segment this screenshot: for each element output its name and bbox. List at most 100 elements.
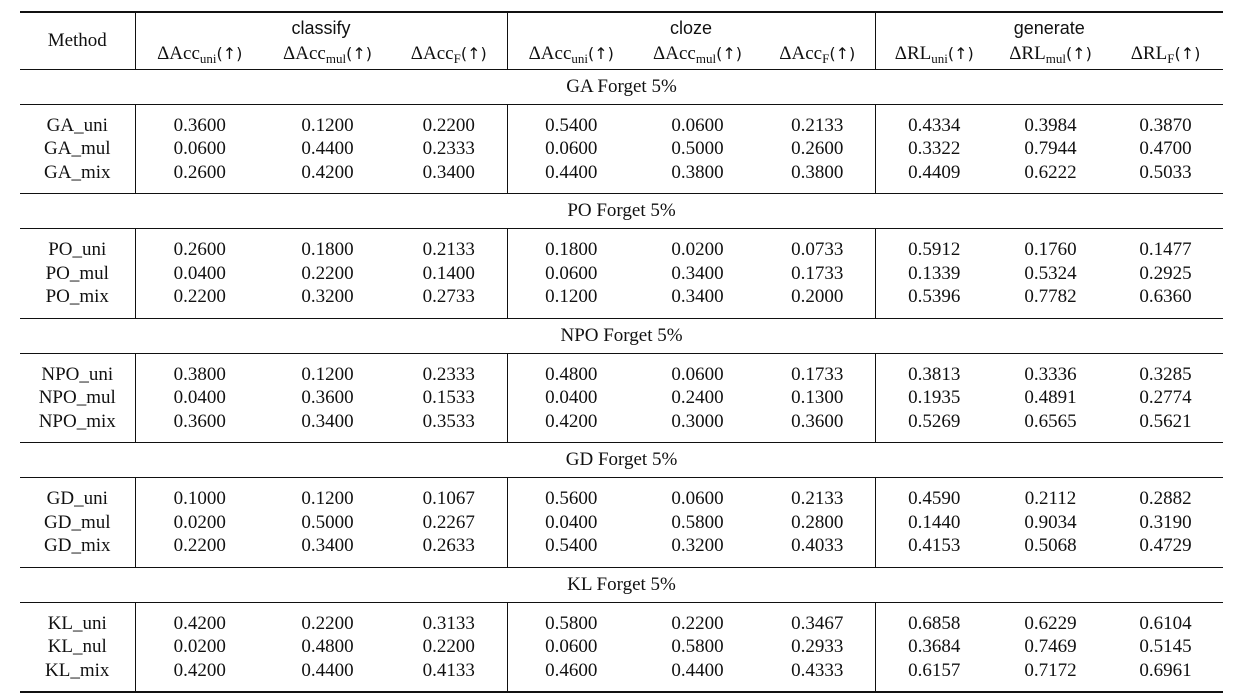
spacer-cell: [993, 229, 1108, 239]
value-cell: 0.6157: [908, 659, 961, 681]
spacer-cell: [1108, 602, 1223, 612]
spacer-cell: [760, 353, 876, 363]
value-cell: 0.1067: [391, 487, 508, 511]
method-cell: GA_mix: [20, 160, 136, 184]
metric-subscript: mul: [1045, 50, 1066, 66]
value-cell: 0.1533: [391, 386, 508, 410]
value-cell: 0.6360: [1139, 286, 1192, 308]
value-cell: 0.4800: [301, 636, 354, 658]
spacer-cell: [264, 309, 391, 319]
value-cell: 0.2200: [173, 286, 226, 308]
spacer-cell: [993, 104, 1108, 114]
section-title: KL Forget 5%: [567, 573, 676, 595]
metric-subscript: uni: [931, 50, 948, 66]
value-cell: 0.4153: [908, 535, 961, 557]
value-cell: 0.5400: [545, 535, 598, 557]
value-cell: 0.4033: [760, 534, 876, 558]
value-cell: 0.3800: [760, 160, 876, 184]
value-cell: 0.3684: [908, 636, 961, 658]
spacer-cell: [635, 558, 760, 568]
value-cell: 0.3984: [1024, 114, 1077, 136]
value-cell: 0.5068: [1024, 535, 1077, 557]
method-cell: PO_uni: [20, 238, 136, 262]
value-cell: 0.2112: [1024, 488, 1077, 510]
method-cell: KL_uni: [20, 611, 136, 635]
spacer-cell: [20, 557, 136, 567]
method-cell: KL_mix: [20, 658, 136, 682]
method-cell: GD_mul: [20, 510, 136, 534]
metric-header-5: ΔAccF(↑): [760, 39, 876, 69]
value-cell: 0.6222: [1024, 161, 1077, 183]
spacer-cell: [1108, 558, 1223, 568]
spacer-cell: [875, 309, 993, 319]
value-cell: 0.1477: [1139, 239, 1192, 261]
value-cell: 0.3200: [301, 286, 354, 308]
spacer-cell: [391, 104, 508, 114]
spacer-cell: [760, 602, 876, 612]
spacer-cell: [135, 229, 264, 239]
value-cell: 0.3400: [301, 410, 354, 432]
spacer-cell: [20, 433, 136, 443]
value-cell: 0.4200: [173, 659, 226, 681]
spacer-cell: [264, 433, 391, 443]
value-cell: 0.0400: [545, 511, 598, 533]
spacer-cell: [635, 602, 760, 612]
spacer-cell: [20, 184, 136, 194]
value-cell: 0.2600: [173, 161, 226, 183]
value-cell: 0.0200: [671, 239, 724, 261]
method-cell: KL_nul: [20, 635, 136, 659]
spacer-cell: [993, 433, 1108, 443]
spacer-cell: [391, 557, 508, 567]
value-cell: 0.1800: [545, 239, 598, 261]
group-header-cloze: cloze: [507, 12, 876, 39]
value-cell: 0.1200: [545, 286, 598, 308]
value-cell: 0.0600: [173, 138, 226, 160]
spacer-cell: [760, 184, 876, 194]
section-header-row: NPO Forget 5%: [20, 318, 1224, 353]
spacer-cell: [135, 309, 264, 319]
value-cell: 0.4700: [1139, 138, 1192, 160]
value-cell: 0.3800: [173, 363, 226, 385]
value-cell: 0.1000: [173, 488, 226, 510]
spacer-cell: [875, 433, 993, 443]
value-cell: 0.5800: [671, 636, 724, 658]
spacer-cell: [875, 184, 993, 194]
section-spacer: [20, 433, 1223, 443]
spacer-cell: [20, 602, 136, 612]
spacer-cell: [993, 558, 1108, 568]
method-cell: NPO_mul: [20, 386, 136, 410]
spacer-cell: [635, 184, 760, 194]
spacer-cell: [135, 433, 264, 443]
metric-base: ΔAcc: [157, 42, 200, 64]
value-cell: 0.4400: [545, 161, 598, 183]
spacer-cell: [635, 433, 760, 443]
spacer-cell: [391, 477, 508, 487]
spacer-cell: [635, 478, 760, 488]
spacer-cell: [391, 228, 508, 238]
metric-header-6: ΔRLuni(↑): [875, 39, 993, 69]
value-cell: 0.7782: [1024, 286, 1077, 308]
value-cell: 0.2800: [760, 510, 876, 534]
value-cell: 0.5621: [1139, 410, 1192, 432]
spacer-cell: [507, 353, 635, 363]
value-cell: 0.2200: [391, 635, 508, 659]
section-spacer: [20, 477, 1224, 488]
value-cell: 0.7469: [1024, 636, 1077, 658]
spacer-cell: [135, 184, 264, 194]
spacer-cell: [264, 184, 391, 194]
value-cell: 0.2933: [760, 635, 876, 659]
value-cell: 0.3336: [1024, 363, 1077, 385]
value-cell: 0.1339: [908, 262, 961, 284]
metric-base: ΔRL: [1130, 42, 1168, 64]
value-cell: 0.4400: [671, 659, 724, 681]
group-header-generate: generate: [1013, 18, 1085, 38]
value-cell: 0.2133: [391, 238, 508, 262]
value-cell: 0.1935: [908, 387, 961, 409]
table-row: KL_nul 0.0200 0.4800 0.2200 0.0600 0.5800 0.29…: [20, 635, 1223, 659]
spacer-cell: [507, 184, 635, 194]
method-cell: GD_uni: [20, 487, 136, 511]
spacer-cell: [993, 682, 1108, 692]
value-cell: 0.4600: [545, 659, 598, 681]
section-spacer: [20, 602, 1224, 612]
metric-subscript: F: [822, 50, 830, 66]
